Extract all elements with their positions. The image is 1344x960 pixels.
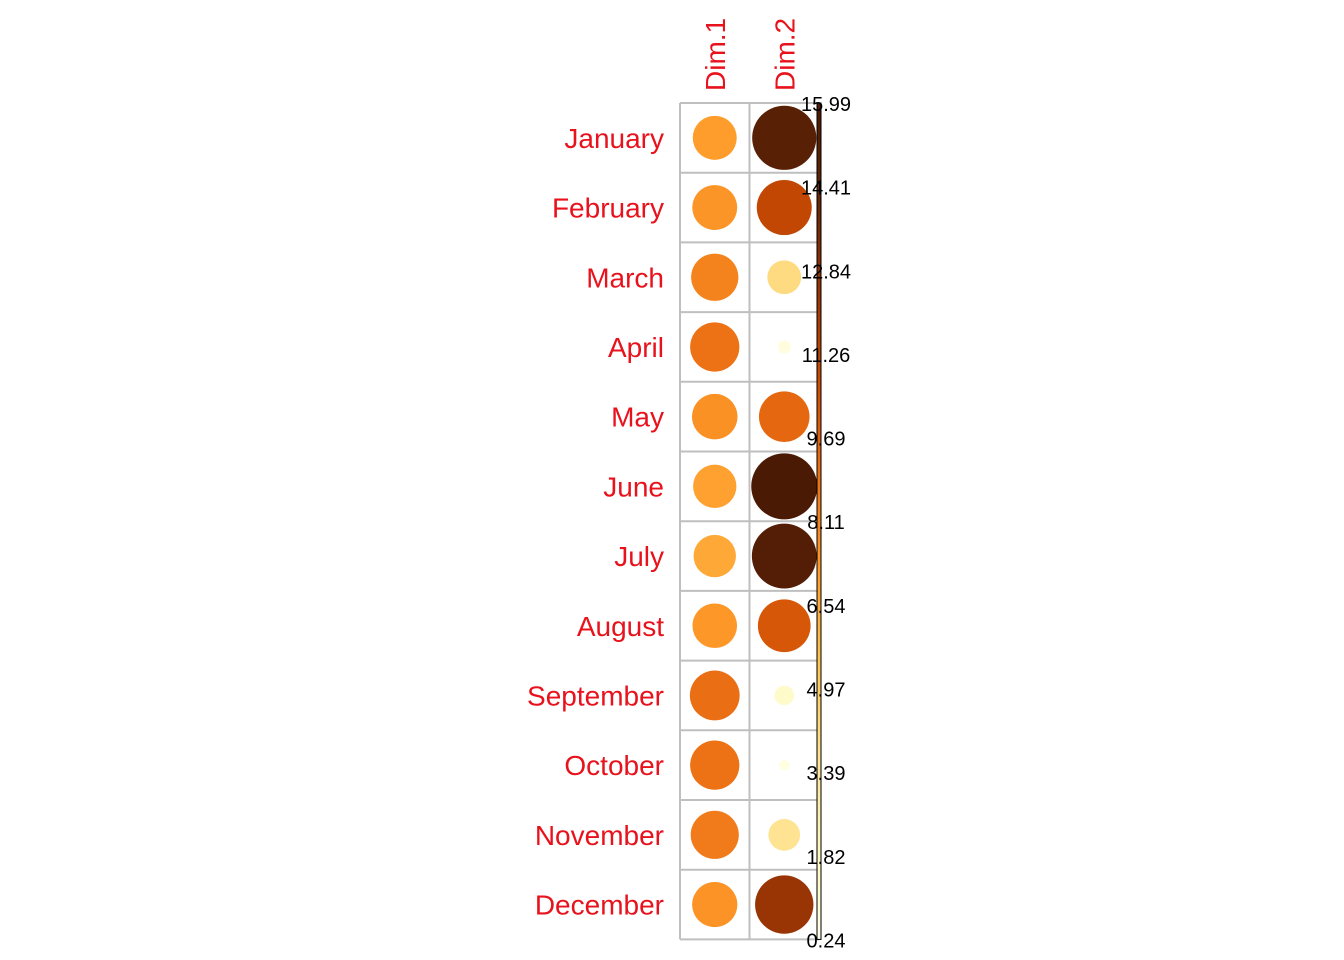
row-label-march: March (586, 262, 664, 293)
row-label-february: February (552, 193, 664, 224)
cell-circle-may-dim2 (758, 391, 810, 442)
legend-tick-label: 1.82 (807, 847, 846, 869)
column-label-dim2: Dim.2 (769, 18, 800, 91)
row-label-december: December (535, 890, 664, 921)
cell-circle-march-dim1 (691, 253, 739, 301)
cell-circle-september-dim2 (774, 685, 795, 706)
legend-tick-label: 9.69 (807, 429, 846, 451)
column-labels: Dim.1 Dim.2 (700, 18, 801, 91)
legend-tick-label: 11.26 (802, 345, 851, 367)
cell-circle-february-dim2 (756, 180, 812, 236)
row-label-january: January (564, 123, 664, 154)
row-label-june: June (603, 471, 664, 502)
color-legend: 15.99 14.41 12.84 11.26 9.69 8.11 6.54 4.97 3.39… (801, 94, 851, 952)
cell-circle-april-dim2 (777, 340, 791, 354)
cell-circle-january-dim2 (752, 105, 817, 170)
column-label-dim1: Dim.1 (700, 18, 731, 91)
cell-circle-august-dim2 (757, 599, 811, 653)
cell-circle-november-dim2 (768, 818, 801, 851)
row-label-july: July (614, 541, 664, 572)
cell-circle-february-dim1 (692, 185, 738, 230)
legend-tick-label: 0.24 (807, 930, 846, 952)
row-label-november: November (535, 820, 664, 851)
legend-tick-label: 4.97 (807, 679, 846, 701)
legend-tick-label: 8.11 (807, 512, 844, 534)
cell-circle-november-dim1 (690, 810, 739, 859)
cell-circle-october-dim1 (690, 740, 740, 790)
row-labels: January February March April May June July Augu… (527, 123, 664, 921)
row-label-august: August (577, 611, 664, 642)
cell-circle-june-dim1 (693, 464, 737, 509)
row-label-april: April (608, 332, 664, 363)
legend-tick-label: 14.41 (801, 178, 851, 200)
legend-color-bar (817, 103, 821, 940)
cell-circle-may-dim1 (692, 393, 738, 440)
cell-circle-march-dim2 (767, 260, 802, 295)
legend-tick-label: 15.99 (801, 94, 851, 116)
cell-circle-december-dim1 (692, 881, 738, 928)
cell-circle-july-dim1 (693, 534, 736, 578)
legend-tick-label: 3.39 (807, 763, 846, 785)
legend-bar-border (816, 102, 822, 940)
cell-circle-june-dim2 (751, 453, 818, 520)
row-label-may: May (611, 402, 664, 433)
legend-tick-label: 12.84 (801, 261, 851, 283)
cell-circle-october-dim2 (779, 759, 790, 771)
cell-circle-july-dim2 (751, 523, 817, 589)
legend-tick-label: 6.54 (807, 596, 846, 618)
cell-circle-january-dim1 (692, 115, 737, 160)
row-label-october: October (564, 750, 664, 781)
cell-circle-august-dim1 (692, 603, 738, 649)
cell-circle-december-dim2 (755, 875, 814, 934)
cell-circle-april-dim1 (690, 322, 740, 372)
row-label-september: September (527, 680, 664, 711)
circles (689, 105, 818, 934)
cell-circle-september-dim1 (689, 670, 740, 721)
